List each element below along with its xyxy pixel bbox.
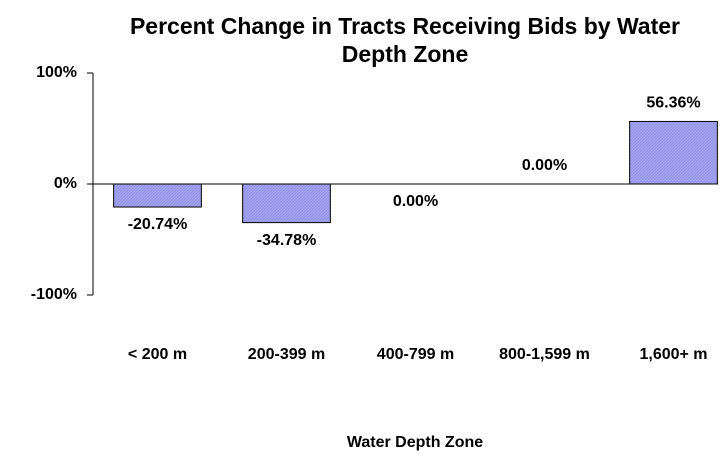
y-tick-label: 0%	[54, 175, 77, 192]
bar	[629, 120, 718, 185]
chart-title: Percent Change in Tracts Receiving Bids …	[129, 13, 681, 67]
value-label: 0.00%	[393, 193, 438, 210]
x-tick-label: 1,600+ m	[639, 346, 707, 363]
x-tick-label: < 200 m	[128, 346, 187, 363]
y-tick-label: -100%	[31, 286, 77, 303]
bar	[113, 183, 202, 208]
x-tick-label: 200-399 m	[248, 346, 325, 363]
value-label: -20.74%	[128, 216, 188, 233]
value-label: 0.00%	[522, 157, 567, 174]
x-axis-title: Water Depth Zone	[347, 434, 483, 451]
x-tick-label: 400-799 m	[377, 346, 454, 363]
value-label: 56.36%	[646, 95, 700, 112]
bar	[242, 183, 331, 224]
y-tick-label: 100%	[36, 64, 77, 81]
x-tick-label: 800-1,599 m	[499, 346, 590, 363]
value-label: -34.78%	[257, 232, 317, 249]
